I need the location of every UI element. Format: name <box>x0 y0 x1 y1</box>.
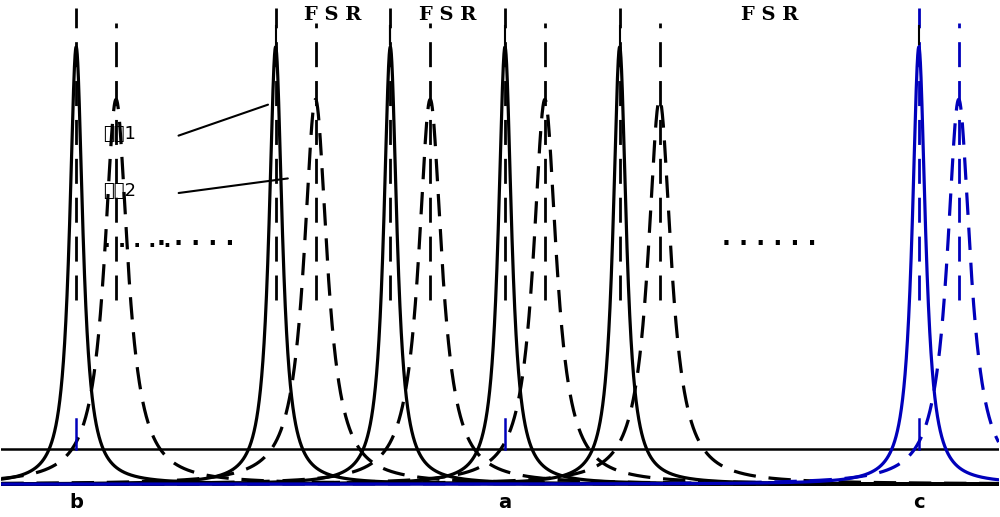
Text: c: c <box>913 493 925 512</box>
Text: a: a <box>498 493 512 512</box>
Text: · · · · ·: · · · · · <box>103 236 171 256</box>
Text: · · · · · ·: · · · · · · <box>722 232 816 255</box>
Text: 谱线2: 谱线2 <box>103 182 136 200</box>
Text: b: b <box>69 493 83 512</box>
Text: F S R: F S R <box>419 6 476 24</box>
Text: F S R: F S R <box>304 6 362 24</box>
Text: F S R: F S R <box>741 6 798 24</box>
Text: 谱线1: 谱线1 <box>103 125 136 143</box>
Text: · · · · ·: · · · · · <box>157 232 235 255</box>
